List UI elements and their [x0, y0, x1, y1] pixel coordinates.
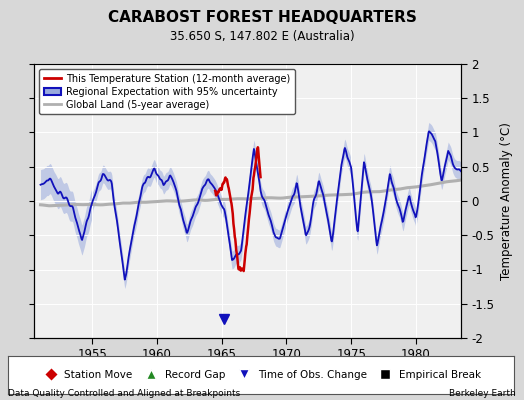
- Legend: This Temperature Station (12-month average), Regional Expectation with 95% uncer: This Temperature Station (12-month avera…: [39, 69, 295, 114]
- Text: 35.650 S, 147.802 E (Australia): 35.650 S, 147.802 E (Australia): [170, 30, 354, 43]
- Legend: Station Move, Record Gap, Time of Obs. Change, Empirical Break: Station Move, Record Gap, Time of Obs. C…: [36, 366, 485, 384]
- Text: Berkeley Earth: Berkeley Earth: [450, 389, 516, 398]
- Text: CARABOST FOREST HEADQUARTERS: CARABOST FOREST HEADQUARTERS: [107, 10, 417, 25]
- Text: Data Quality Controlled and Aligned at Breakpoints: Data Quality Controlled and Aligned at B…: [8, 389, 240, 398]
- Y-axis label: Temperature Anomaly (°C): Temperature Anomaly (°C): [500, 122, 513, 280]
